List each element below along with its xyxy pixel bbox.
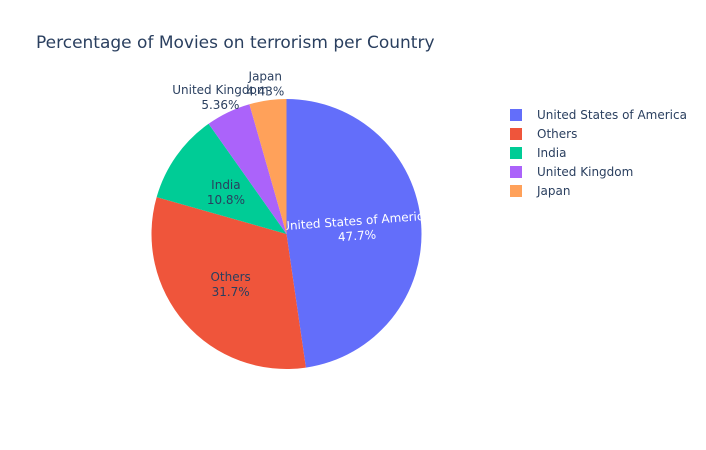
slice-label-united-kingdom: United Kingdom <box>172 83 268 97</box>
legend-label-japan: Japan <box>537 183 571 198</box>
legend-label-united-states-of-america: United States of America <box>537 107 687 122</box>
legend-label-india: India <box>537 145 567 160</box>
legend-swatch-india <box>510 146 522 159</box>
legend-item-united-states-of-america[interactable]: United States of America <box>510 105 687 124</box>
pie-slice-united-states-of-america[interactable] <box>286 99 422 368</box>
pie-slice-others[interactable] <box>151 197 306 369</box>
legend-item-united-kingdom[interactable]: United Kingdom <box>510 162 687 181</box>
legend-swatch-united-states-of-america <box>510 108 522 121</box>
slice-label-others: Others <box>210 270 250 284</box>
pie-slice-india[interactable] <box>156 123 287 234</box>
legend: United States of America Others India Unite… <box>510 105 687 200</box>
chart-title: Percentage of Movies on terrorism per Co… <box>36 33 435 53</box>
slice-percent-india: 10.8% <box>207 193 245 207</box>
pie-slice-japan[interactable] <box>249 99 287 234</box>
slice-percent-others: 31.7% <box>212 285 250 299</box>
legend-item-others[interactable]: Others <box>510 124 687 143</box>
legend-swatch-others <box>510 127 522 140</box>
legend-item-japan[interactable]: Japan <box>510 181 687 200</box>
slice-percent-united-kingdom: 5.36% <box>201 98 239 112</box>
legend-label-united-kingdom: United Kingdom <box>537 164 634 179</box>
slice-percent-japan: 4.43% <box>246 84 284 98</box>
slice-label-japan: Japan <box>248 69 282 83</box>
slice-label-india: India <box>211 178 240 192</box>
legend-item-india[interactable]: India <box>510 143 687 162</box>
pie-slice-united-kingdom[interactable] <box>208 104 287 234</box>
slice-percent-united-states-of-america: 47.7% <box>338 228 377 245</box>
legend-label-others: Others <box>537 126 578 141</box>
legend-swatch-japan <box>510 184 522 197</box>
legend-swatch-united-kingdom <box>510 165 522 178</box>
